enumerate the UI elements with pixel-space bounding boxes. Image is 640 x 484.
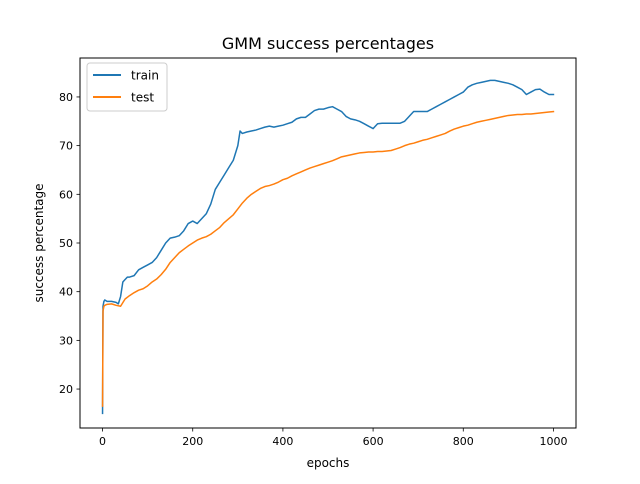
y-ticks: 20 30 40 50 60 70 80	[59, 91, 80, 396]
y-tick-label: 30	[59, 334, 73, 347]
series-layer	[101, 79, 555, 415]
x-tick-label: 400	[272, 435, 293, 448]
y-tick-label: 40	[59, 286, 73, 299]
x-tick-label: 800	[453, 435, 474, 448]
x-tick-label: 600	[363, 435, 384, 448]
y-tick-label: 50	[59, 237, 73, 250]
series-line-train	[101, 79, 555, 415]
y-axis-label: success percentage	[32, 183, 46, 302]
legend-label-test: test	[131, 91, 154, 105]
chart-title: GMM success percentages	[222, 34, 434, 53]
legend: train test	[86, 62, 168, 112]
x-tick-label: 0	[99, 435, 106, 448]
y-tick-label: 20	[59, 383, 73, 396]
legend-label-train: train	[131, 69, 159, 83]
series-line-test	[101, 110, 555, 407]
y-tick-label: 60	[59, 188, 73, 201]
y-tick-label: 80	[59, 91, 73, 104]
x-ticks: 0 200 400 600 800 1000	[99, 428, 567, 448]
x-tick-label: 1000	[539, 435, 567, 448]
x-tick-label: 200	[182, 435, 203, 448]
x-axis-label: epochs	[307, 456, 350, 470]
y-tick-label: 70	[59, 140, 73, 153]
